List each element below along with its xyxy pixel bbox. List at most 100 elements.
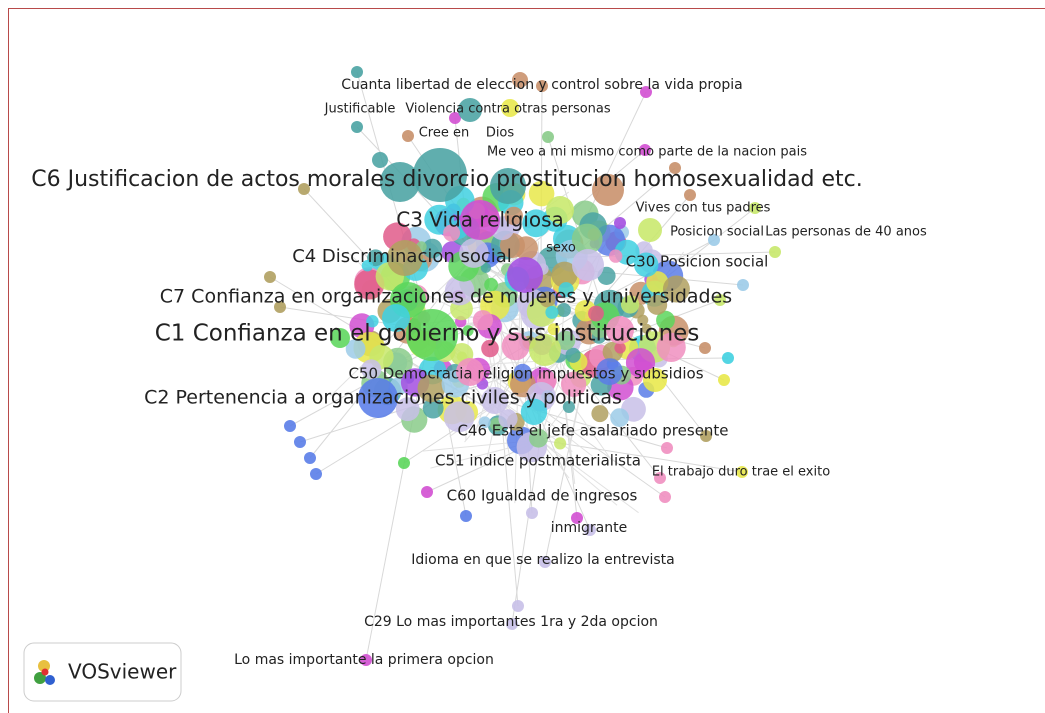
node (640, 86, 652, 98)
node-label: Justificable (324, 102, 396, 117)
logo-icon (34, 672, 46, 684)
logo-box[interactable]: VOSviewer (23, 642, 182, 702)
node (372, 152, 388, 168)
node (584, 524, 596, 536)
edge (499, 399, 519, 607)
node (421, 486, 433, 498)
node (708, 234, 720, 246)
node (456, 358, 484, 386)
node (512, 72, 528, 88)
node (480, 262, 491, 273)
node (351, 121, 363, 133)
node (387, 240, 423, 276)
edge (519, 299, 661, 479)
node (351, 66, 363, 78)
node (513, 363, 532, 382)
node (641, 323, 652, 334)
node (310, 468, 322, 480)
node (551, 261, 578, 288)
node (637, 314, 649, 326)
node (490, 168, 526, 204)
node (501, 332, 530, 361)
node (460, 510, 472, 522)
node (699, 342, 711, 354)
node-label: C1 Confianza en el gobierno y sus instit… (155, 321, 700, 347)
node (417, 374, 446, 403)
node (520, 398, 548, 425)
node (656, 310, 675, 330)
node (591, 405, 609, 423)
labels: Cuanta libertad de eleccion y control so… (31, 77, 927, 668)
edge (511, 439, 541, 625)
node (458, 98, 482, 122)
node (274, 301, 286, 313)
node (737, 279, 749, 291)
node (360, 654, 372, 666)
node (684, 189, 696, 201)
node (443, 401, 475, 433)
nodes (264, 66, 781, 666)
logo-border (23, 642, 182, 702)
node (380, 162, 420, 202)
node (654, 472, 666, 484)
node (507, 257, 543, 293)
node (656, 332, 686, 362)
node (638, 218, 662, 242)
node (413, 148, 467, 202)
node-label: Cree en (419, 126, 470, 141)
node (402, 130, 414, 142)
node-label: C6 Justificacion de actos morales divorc… (31, 167, 863, 192)
node (529, 334, 561, 366)
node-label: El trabajo duro trae el exito (652, 465, 830, 480)
node (529, 428, 548, 448)
node (749, 202, 761, 214)
node (542, 131, 554, 143)
node (546, 196, 574, 224)
node (398, 457, 410, 469)
node-label: C46 Esta el jefe asalariado presente (457, 422, 728, 440)
node (361, 260, 374, 272)
node-label: Idioma en que se realizo la entrevista (411, 552, 675, 568)
node (560, 371, 587, 397)
node (769, 246, 781, 258)
node (609, 249, 623, 263)
node-label: Dios (486, 126, 515, 141)
node (545, 305, 559, 319)
node (722, 352, 734, 364)
node (478, 416, 491, 429)
logo-icon (45, 675, 55, 685)
node (659, 491, 671, 503)
node (562, 400, 576, 413)
node (592, 174, 624, 206)
node (556, 303, 571, 317)
node (298, 183, 310, 195)
logo-icon (38, 660, 50, 672)
node-label: C29 Lo mas importantes 1ra y 2da opcion (364, 614, 658, 630)
node (330, 328, 350, 348)
node (406, 309, 458, 361)
node (718, 374, 730, 386)
node (422, 238, 443, 259)
node (736, 466, 748, 478)
node-label: C30 Posicion social (626, 253, 769, 271)
node (669, 162, 681, 174)
node-label: C4 Discriminacion social (292, 246, 512, 267)
node (304, 452, 316, 464)
node (481, 387, 509, 414)
node-label: C7 Confianza en organizaciones de mujere… (160, 286, 732, 308)
node (512, 600, 524, 612)
node (700, 430, 712, 442)
node-label: Cuanta libertad de eleccion y control so… (341, 77, 743, 93)
node (565, 347, 581, 363)
node-label: inmigrante (551, 520, 628, 536)
node (547, 323, 560, 336)
node (539, 291, 556, 308)
node (459, 238, 489, 268)
node-label: Me veo a mi mismo como parte de la nacio… (487, 145, 807, 160)
node (366, 315, 379, 328)
node (526, 507, 538, 519)
node (571, 512, 583, 524)
node (661, 442, 673, 454)
node (536, 80, 548, 92)
node-label: C51 indice postmaterialista (435, 452, 641, 470)
